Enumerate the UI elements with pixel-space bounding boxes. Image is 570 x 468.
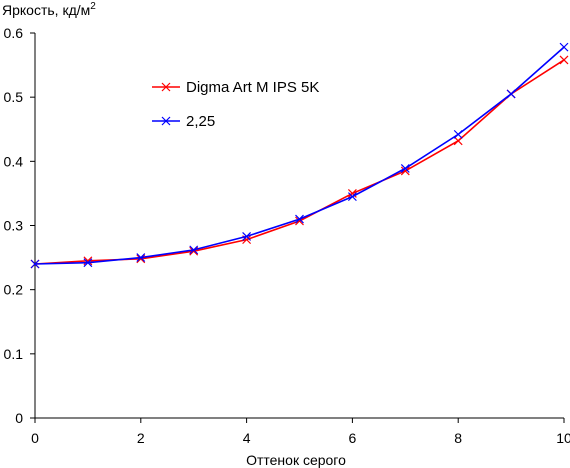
data-point xyxy=(453,136,463,146)
marker-stroke xyxy=(83,258,93,268)
data-point xyxy=(559,42,569,52)
marker-stroke xyxy=(400,166,410,176)
data-point xyxy=(453,129,463,139)
y-axis-title-text: Яркость, кд/м xyxy=(2,2,90,18)
legend-marker xyxy=(161,82,171,92)
legend: Digma Art M IPS 5K 2,25 xyxy=(152,79,319,130)
series-2 xyxy=(30,42,569,269)
data-point xyxy=(30,259,40,269)
x-tick-label: 2 xyxy=(137,430,145,446)
data-point xyxy=(189,245,199,255)
marker-stroke xyxy=(453,136,463,146)
axes: 0 0.1 0.2 0.3 0.4 0.5 0.6 0 2 4 6 8 10 xyxy=(4,25,570,446)
marker-stroke xyxy=(295,214,304,224)
x-tick-label: 10 xyxy=(556,430,570,446)
marker-stroke xyxy=(136,254,146,264)
y-tick-label: 0.4 xyxy=(4,153,24,169)
legend-label: Digma Art M IPS 5K xyxy=(186,79,319,96)
legend-label: 2,25 xyxy=(186,113,215,130)
marker-stroke xyxy=(400,163,410,173)
x-tick-label: 4 xyxy=(243,430,251,446)
legend-item-1: Digma Art M IPS 5K xyxy=(152,79,319,96)
marker-stroke xyxy=(136,253,146,263)
data-point xyxy=(242,231,252,241)
series-group xyxy=(30,42,569,269)
data-point xyxy=(559,55,569,65)
legend-marker xyxy=(161,116,171,126)
marker-stroke xyxy=(242,235,252,245)
y-axis-title: Яркость, кд/м2 xyxy=(2,1,96,18)
x-tick-label: 8 xyxy=(454,430,462,446)
marker-stroke xyxy=(242,231,252,241)
data-point xyxy=(400,163,410,173)
y-tick-label: 0 xyxy=(15,410,23,426)
data-point xyxy=(347,192,357,202)
data-point xyxy=(83,258,93,268)
y-tick-label: 0.2 xyxy=(4,282,24,298)
x-axis-title: Оттенок серого xyxy=(246,452,346,468)
legend-item-2: 2,25 xyxy=(152,113,215,130)
x-tick-label: 0 xyxy=(31,430,39,446)
marker-stroke xyxy=(189,245,199,255)
y-tick-label: 0.1 xyxy=(4,346,24,362)
marker-stroke xyxy=(506,89,516,99)
data-point xyxy=(136,253,146,263)
marker-stroke xyxy=(559,42,569,52)
data-point xyxy=(400,166,410,176)
marker-stroke xyxy=(453,129,463,139)
marker-stroke xyxy=(30,259,40,269)
marker-stroke xyxy=(559,55,569,65)
data-point xyxy=(506,89,516,99)
y-tick-label: 0.5 xyxy=(4,89,24,105)
data-point xyxy=(136,254,146,264)
x-tick-label: 6 xyxy=(349,430,357,446)
y-axis-title-sup: 2 xyxy=(90,1,96,12)
marker-stroke xyxy=(347,188,357,198)
data-point xyxy=(295,214,304,224)
y-tick-label: 0.3 xyxy=(4,218,24,234)
y-tick-label: 0.6 xyxy=(4,25,24,41)
marker-stroke xyxy=(347,192,357,202)
